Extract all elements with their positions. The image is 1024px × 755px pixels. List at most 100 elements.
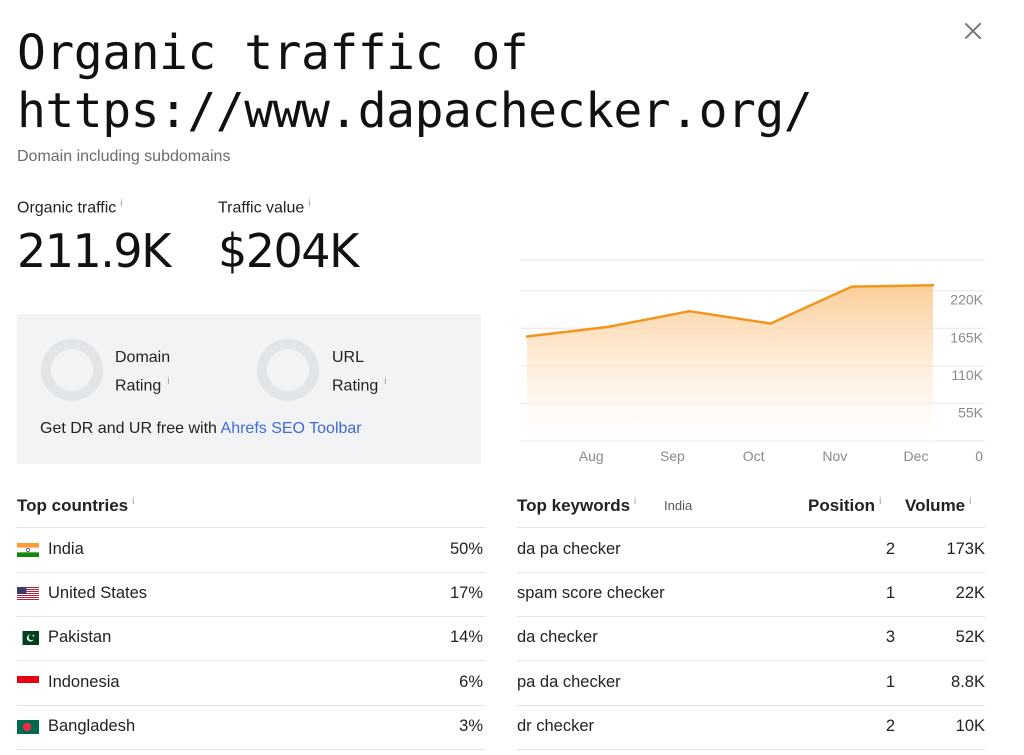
bangladesh-flag-icon (17, 719, 39, 734)
info-icon[interactable]: i (384, 376, 387, 387)
top-keywords-title: Top keywords (517, 496, 631, 515)
traffic-area (527, 285, 933, 441)
keyword-row[interactable]: pa da checker 1 8.8K (517, 661, 985, 706)
top-countries-heading: Top countries i (17, 496, 134, 516)
country-name: Indonesia (48, 672, 120, 691)
keyword-text[interactable]: pa da checker (517, 672, 621, 691)
organic-traffic-label: Organic traffic i (17, 198, 123, 217)
traffic-point (606, 325, 610, 329)
traffic-value-value: $204K (218, 224, 359, 278)
traffic-point (525, 335, 529, 338)
title-line-2: https://www.dapachecker.org/ (17, 83, 813, 139)
y-tick-label: 165K (950, 329, 983, 345)
keyword-row[interactable]: spam score checker 1 22K (517, 572, 985, 618)
traffic-chart: 220K 165K 110K 55K 0 Aug Sep Oct Nov Dec (520, 259, 985, 464)
info-icon[interactable]: i (132, 496, 135, 508)
country-share: 14% (449, 628, 483, 647)
traffic-point (688, 309, 691, 313)
country-name: Bangladesh (48, 716, 136, 735)
info-icon[interactable]: i (167, 376, 170, 387)
keyword-volume: 22K (955, 584, 985, 603)
country-row[interactable]: Indonesia 6% (17, 661, 485, 706)
keyword-position: 1 (885, 672, 895, 691)
page-title: Organic traffic of https://www.dapacheck… (17, 24, 937, 140)
keyword-row[interactable]: da pa checker 2 173K (517, 528, 985, 573)
traffic-value-label: Traffic value i (218, 198, 311, 217)
y-tick-label: 0 (975, 448, 983, 464)
domain-rating-line2: Rating (115, 377, 162, 395)
country-row[interactable]: India 50% (17, 528, 485, 573)
divider (17, 527, 485, 528)
info-icon[interactable]: i (879, 496, 882, 508)
keyword-volume: 10K (955, 716, 985, 735)
top-countries-title: Top countries (17, 496, 129, 515)
y-tick-label: 55K (958, 404, 984, 420)
traffic-point (769, 322, 772, 325)
info-icon[interactable]: i (120, 198, 123, 209)
url-rating-label: URL Rating i (332, 346, 386, 398)
close-icon[interactable] (960, 18, 986, 44)
x-tick-label: Sep (660, 448, 685, 464)
country-share: 50% (449, 540, 483, 558)
traffic-line (526, 284, 934, 338)
position-column-header[interactable]: Position i (808, 496, 881, 516)
keyword-text[interactable]: dr checker (517, 716, 595, 735)
country-row[interactable]: Pakistan 14% (17, 616, 485, 662)
keyword-volume: 52K (955, 628, 985, 647)
keyword-text[interactable]: spam score checker (517, 584, 665, 603)
info-icon[interactable]: i (969, 496, 972, 508)
country-name: India (48, 540, 84, 558)
page-subtitle: Domain including subdomains (17, 148, 231, 165)
title-line-1: Organic traffic of (17, 25, 529, 81)
keyword-position: 3 (885, 628, 895, 647)
country-name: Pakistan (48, 628, 112, 647)
x-tick-label: Oct (743, 448, 765, 464)
keyword-volume: 8.8K (951, 672, 985, 691)
info-icon[interactable]: i (308, 198, 311, 209)
keyword-text[interactable]: da checker (517, 628, 598, 647)
y-tick-label: 110K (951, 367, 983, 383)
keywords-country: India (664, 498, 693, 513)
keyword-row[interactable]: dr checker 2 10K (517, 705, 985, 750)
country-row[interactable]: United States 17% (17, 572, 485, 618)
url-rating-ring-icon (257, 339, 319, 401)
url-rating-line2: Rating (332, 377, 379, 395)
traffic-point (931, 283, 935, 287)
country-name: United States (48, 584, 148, 603)
x-tick-label: Aug (579, 448, 604, 464)
country-share: 3% (459, 716, 483, 735)
toolbar-promo: Get DR and UR free with Ahrefs SEO Toolb… (40, 420, 362, 438)
domain-rating-ring-icon (41, 339, 103, 401)
promo-text: Get DR and UR free with (40, 420, 217, 437)
keyword-position: 2 (885, 540, 895, 558)
traffic-value-label-text: Traffic value (218, 199, 305, 217)
divider (517, 527, 985, 528)
x-tick-label: Dec (904, 448, 929, 464)
volume-column-header[interactable]: Volume i (905, 496, 971, 516)
country-row[interactable]: Bangladesh 3% (17, 705, 485, 750)
usa-flag-icon (17, 587, 39, 602)
organic-traffic-value: 211.9K (17, 224, 171, 278)
organic-traffic-label-text: Organic traffic (17, 199, 117, 217)
domain-rating-label: Domain Rating i (115, 346, 170, 398)
india-flag-icon (17, 543, 39, 557)
volume-header-text: Volume (905, 496, 966, 515)
rating-panel: Domain Rating i URL Rating i Get DR and UR… (17, 314, 481, 464)
country-share: 6% (459, 672, 483, 691)
url-rating-line1: URL (332, 349, 365, 366)
traffic-point (850, 285, 854, 288)
keyword-row[interactable]: da checker 3 52K (517, 616, 985, 662)
keyword-text[interactable]: da pa checker (517, 540, 621, 558)
keyword-position: 1 (885, 584, 895, 603)
indonesia-flag-icon (17, 675, 39, 690)
keyword-position: 2 (885, 716, 895, 735)
country-share: 17% (449, 584, 483, 603)
y-tick-label: 220K (950, 292, 983, 308)
top-keywords-heading: Top keywords i (517, 496, 636, 516)
position-header-text: Position (808, 496, 876, 515)
pakistan-flag-icon (17, 631, 39, 646)
ahrefs-toolbar-link[interactable]: Ahrefs SEO Toolbar (220, 420, 362, 437)
keyword-volume: 173K (946, 540, 985, 558)
info-icon[interactable]: i (634, 496, 637, 508)
x-tick-label: Nov (822, 448, 847, 464)
